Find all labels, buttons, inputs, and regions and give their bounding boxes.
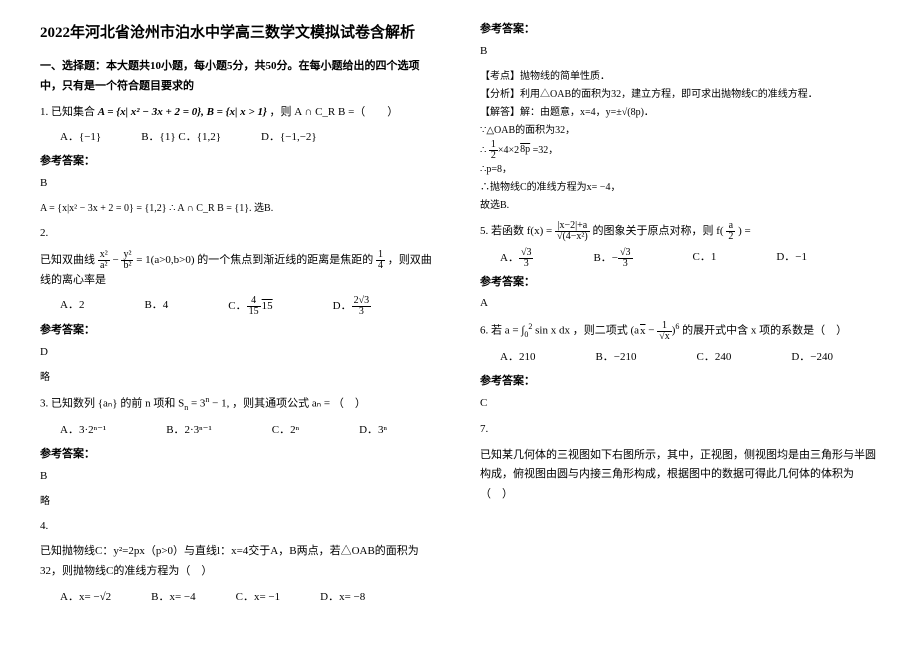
question-2: 已知双曲线 x²a² − y²b² = 1(a>0,b>0) 的一个焦点到渐近线… — [40, 250, 440, 291]
q4-expl-l5: 故选B. — [480, 197, 880, 215]
q5-stem-tail: ) = — [738, 225, 751, 237]
q5-stem-prefix: 5. 若函数 — [480, 225, 527, 237]
q2-opt-d: D．2√33 — [333, 296, 371, 317]
q5-ans: A — [480, 294, 880, 314]
q3-opt-b: B．2·3ⁿ⁻¹ — [166, 421, 212, 441]
q5-opt-b: B．−√33 — [593, 248, 632, 269]
q4-expl-head: 【考点】抛物线的简单性质． — [480, 68, 880, 86]
q4-opt-d: D．x= −8 — [320, 588, 365, 608]
q6-ans-label: 参考答案： — [480, 372, 880, 392]
q6-opt-a: A．210 — [500, 348, 535, 368]
q5-ans-label: 参考答案： — [480, 273, 880, 293]
q6-stem-suffix: 的展开式中含 x 项的系数是（ ） — [682, 325, 847, 337]
q4-expl-l1: ∵△OAB的面积为32， — [480, 122, 880, 140]
q3-ans-label: 参考答案： — [40, 445, 440, 465]
q6-opt-b: B．−210 — [595, 348, 636, 368]
q1-stem-suffix: ，则 A ∩ C_R B =（ ） — [270, 106, 399, 118]
question-5: 5. 若函数 f(x) = |x−2|+a√(4−x²) 的图象关于原点对称，则… — [480, 221, 880, 242]
q6-opt-d: D．−240 — [791, 348, 833, 368]
q4-options: A．x= −√2 B．x= −4 C．x= −1 D．x= −8 — [60, 588, 440, 608]
q6-options: A．210 B．−210 C．240 D．−240 — [500, 348, 880, 368]
question-4-id: 4. — [40, 517, 440, 537]
q4-opt-a: A．x= −√2 — [60, 588, 111, 608]
q4-expl-sol: 【解答】解：由题意，x=4，y=±√(8p)． — [480, 104, 880, 122]
q2-opt-b: B．4 — [144, 296, 168, 317]
q1-options: A．{−1} B．{1} C．{1,2} D．{−1,−2} — [60, 128, 440, 148]
q3-opt-c: C．2ⁿ — [272, 421, 299, 441]
q2-hyperbola: x²a² — [98, 250, 110, 271]
q4-opt-c: C．x= −1 — [236, 588, 281, 608]
q3-stem-suffix: ，则其通项公式 aₙ = （ ） — [232, 398, 366, 410]
q3-opt-d: D．3ⁿ — [359, 421, 387, 441]
q2-ans: D — [40, 343, 440, 363]
q3-note: 略 — [40, 493, 440, 511]
q2-ans-label: 参考答案： — [40, 321, 440, 341]
page-title: 2022年河北省沧州市泊水中学高三数学文模拟试卷含解析 — [40, 20, 440, 47]
q3-ans: B — [40, 467, 440, 487]
q5-options: A．√33 B．−√33 C．1 D．−1 — [500, 248, 880, 269]
question-7-id: 7. — [480, 420, 880, 440]
q5-opt-a: A．√33 — [500, 248, 533, 269]
q1-ans: B — [40, 174, 440, 194]
q2-stem-prefix: 已知双曲线 — [40, 254, 98, 266]
q3-opt-a: A．3·2ⁿ⁻¹ — [60, 421, 106, 441]
q1-opt-a: A．{−1} — [60, 128, 101, 148]
q1-expl: A = {x|x² − 3x + 2 = 0} = {1,2} ∴ A ∩ C_… — [40, 200, 440, 218]
q2-options: A．2 B．4 C．41515 D．2√33 — [60, 296, 440, 317]
q4-expl-l4: ∴抛物线C的准线方程为x= −4， — [480, 179, 880, 197]
question-4: 已知抛物线C：y²=2px（p>0）与直线l：x=4交于A，B两点，若△OAB的… — [40, 542, 440, 582]
q6-stem-mid: ，则二项式 — [573, 325, 631, 337]
q6-opt-c: C．240 — [697, 348, 732, 368]
q5-opt-d: D．−1 — [776, 248, 807, 269]
q2-opt-c: C．41515 — [228, 296, 272, 317]
q2-note: 略 — [40, 369, 440, 387]
q6-ans: C — [480, 394, 880, 414]
question-2-id: 2. — [40, 224, 440, 244]
q3-options: A．3·2ⁿ⁻¹ B．2·3ⁿ⁻¹ C．2ⁿ D．3ⁿ — [60, 421, 440, 441]
q4-expl-l3: ∴p=8， — [480, 161, 880, 179]
question-7: 已知某几何体的三视图如下右图所示，其中，正视图，侧视图均是由三角形与半圆构成，俯… — [480, 446, 880, 505]
q2-opt-a: A．2 — [60, 296, 84, 317]
q5-opt-c: C．1 — [693, 248, 717, 269]
q4-ans-label: 参考答案： — [480, 20, 880, 40]
q1-opt-bc: B．{1} C．{1,2} — [141, 128, 221, 148]
q1-stem-prefix: 1. 已知集合 — [40, 106, 98, 118]
q1-formula: A = {x| x² − 3x + 2 = 0}, B = {x| x > 1} — [98, 106, 267, 118]
q5-stem-suffix: 的图象关于原点对称，则 f( — [593, 225, 727, 237]
section-heading: 一、选择题：本大题共10小题，每小题5分，共50分。在每小题给出的四个选项中，只… — [40, 57, 440, 97]
q1-opt-d: D．{−1,−2} — [261, 128, 317, 148]
question-3: 3. 已知数列 {aₙ} 的前 n 项和 Sn = 3n − 1, ，则其通项公… — [40, 393, 440, 415]
q4-expl-l2: ∴ 12×4×28p =32， — [480, 140, 880, 161]
q4-ans: B — [480, 42, 880, 62]
question-6: 6. 若 a = ∫02 sin x dx ，则二项式 (ax − 1√x)6 … — [480, 320, 880, 342]
q2-stem-suffix: 的一个焦点到渐近线的距离是焦距的 — [197, 254, 376, 266]
q1-ans-label: 参考答案： — [40, 152, 440, 172]
q3-stem-prefix: 3. 已知数列 {aₙ} 的前 n 项和 — [40, 398, 178, 410]
q6-stem-prefix: 6. 若 — [480, 325, 505, 337]
q2-frac-14: 14 — [376, 250, 385, 271]
q4-expl-ana: 【分析】利用△OAB的面积为32，建立方程，即可求出抛物线C的准线方程． — [480, 86, 880, 104]
q4-opt-b: B．x= −4 — [151, 588, 196, 608]
q2-hyperbola-b: y²b² — [121, 250, 133, 271]
question-1: 1. 已知集合 A = {x| x² − 3x + 2 = 0}, B = {x… — [40, 103, 440, 123]
